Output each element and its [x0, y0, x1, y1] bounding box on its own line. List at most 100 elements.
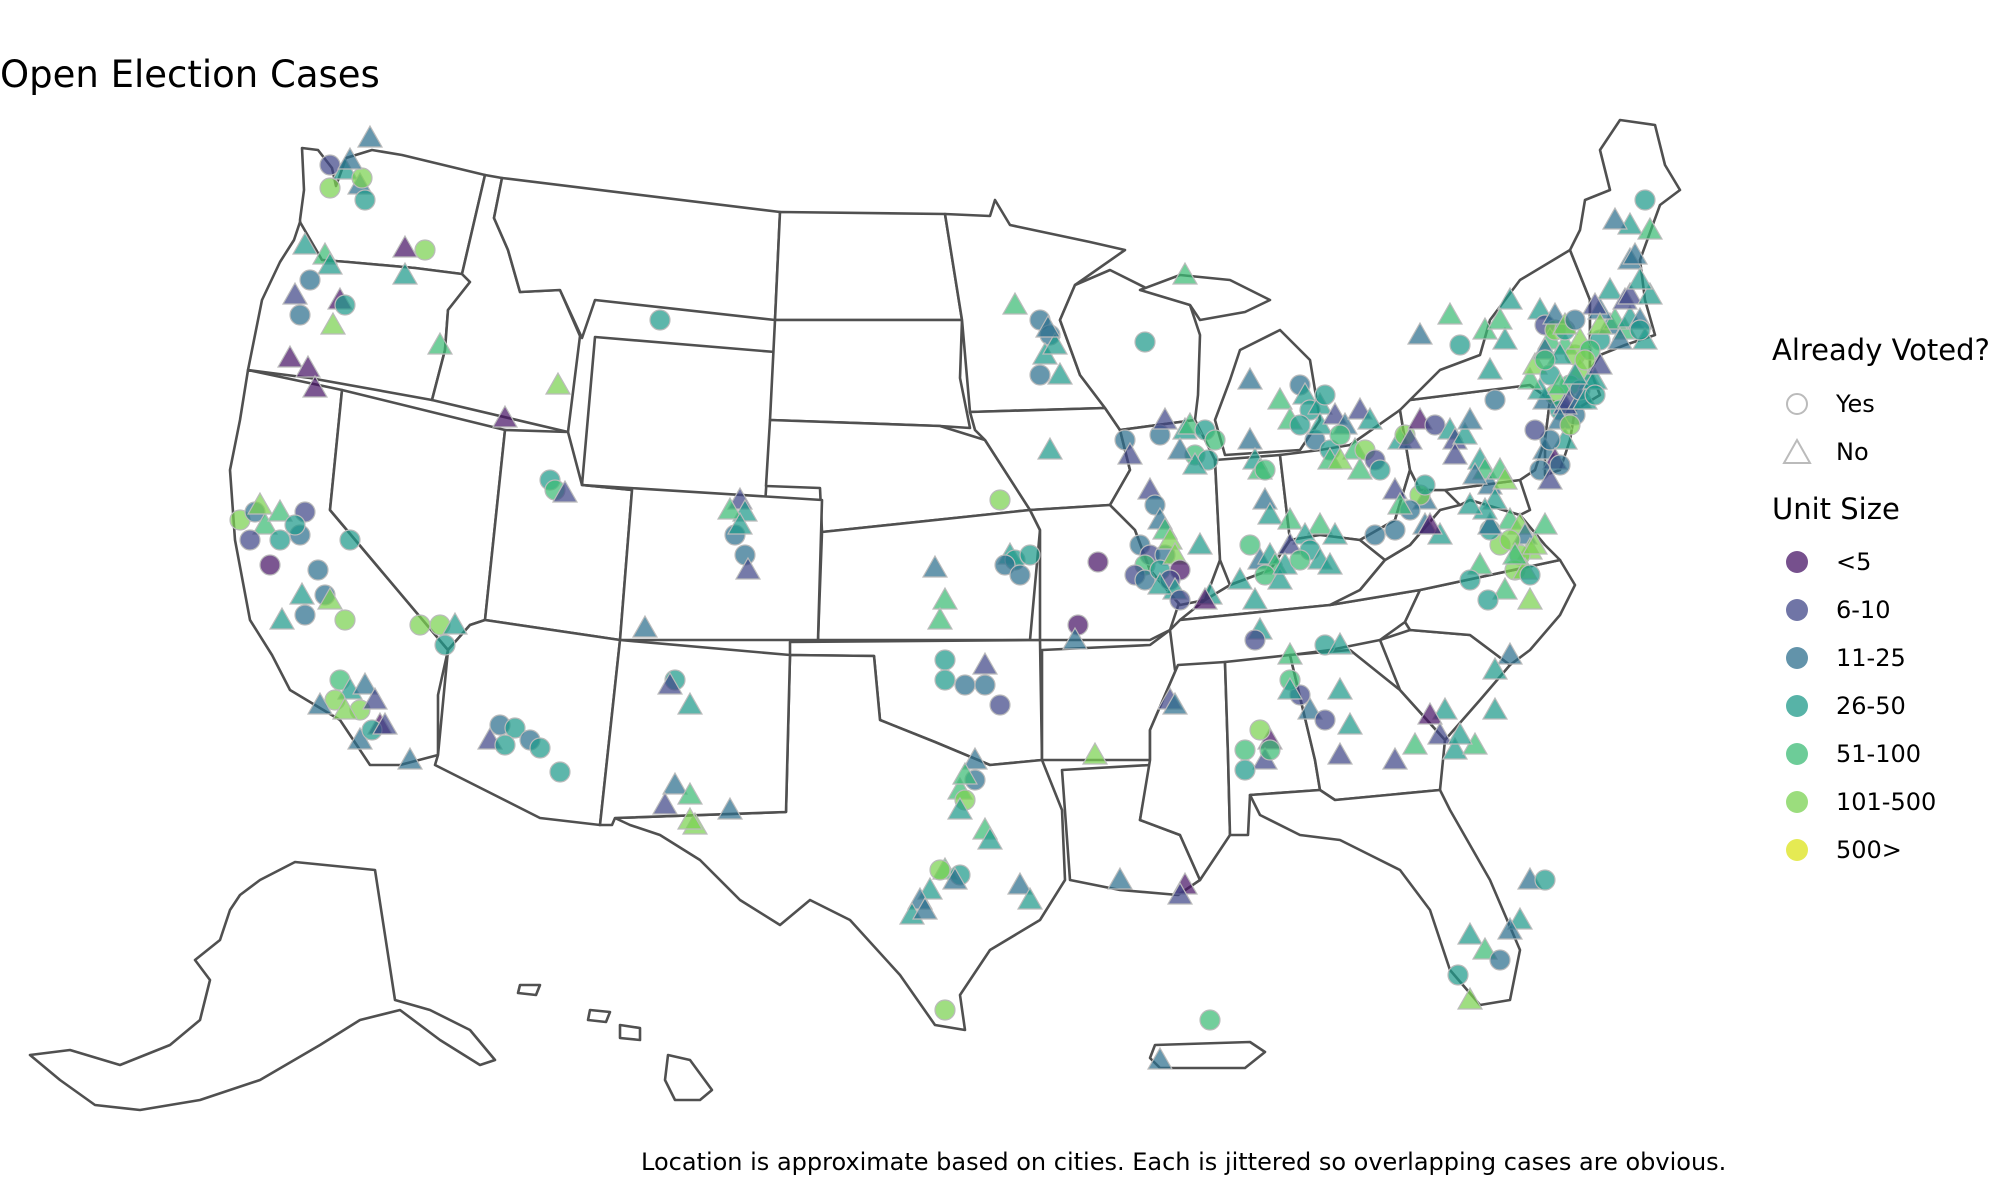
- case-marker-voted: [1314, 709, 1336, 731]
- case-marker-not-voted: [1531, 511, 1559, 535]
- case-marker-voted: [1067, 614, 1089, 636]
- legend-label: 6-10: [1836, 596, 1891, 624]
- case-marker-not-voted: [676, 806, 704, 830]
- case-marker-voted: [294, 604, 316, 626]
- legend-label: 11-25: [1836, 644, 1906, 672]
- case-marker-not-voted: [961, 746, 989, 770]
- case-marker-not-voted: [931, 586, 959, 610]
- case-marker-voted: [1459, 569, 1481, 591]
- case-marker-voted: [284, 514, 306, 536]
- case-marker-voted: [1384, 519, 1406, 541]
- case-marker-voted: [319, 177, 341, 199]
- circle-icon: [1786, 393, 1808, 415]
- case-marker-not-voted: [1016, 886, 1044, 910]
- case-marker-not-voted: [946, 796, 974, 820]
- case-marker-not-voted: [1456, 921, 1484, 945]
- case-marker-not-voted: [316, 251, 344, 275]
- case-marker-voted: [409, 614, 431, 636]
- case-marker-voted: [1314, 384, 1336, 406]
- case-marker-voted: [1019, 544, 1041, 566]
- case-marker-voted: [1534, 349, 1556, 371]
- case-marker-voted: [1369, 459, 1391, 481]
- case-marker-voted: [734, 544, 756, 566]
- case-marker-voted: [1029, 364, 1051, 386]
- case-marker-not-voted: [1441, 736, 1469, 760]
- case-marker-voted: [1477, 589, 1499, 611]
- case-marker-not-voted: [1536, 466, 1564, 490]
- case-marker-voted: [414, 239, 436, 261]
- case-marker-not-voted: [1276, 676, 1304, 700]
- case-marker-voted: [974, 674, 996, 696]
- case-markers: [229, 124, 1664, 1070]
- case-marker-voted: [334, 294, 356, 316]
- case-marker-voted: [1289, 414, 1311, 436]
- case-marker-not-voted: [676, 781, 704, 805]
- case-marker-voted: [307, 559, 329, 581]
- case-marker-not-voted: [1326, 446, 1354, 470]
- case-marker-not-voted: [1346, 396, 1374, 420]
- case-marker-not-voted: [246, 491, 274, 515]
- case-marker-not-voted: [1501, 541, 1529, 565]
- legend-label: 26-50: [1836, 692, 1906, 720]
- circle-icon: [1786, 839, 1808, 861]
- case-marker-not-voted: [1491, 466, 1519, 490]
- case-marker-voted: [649, 309, 671, 331]
- circle-icon: [1786, 599, 1808, 621]
- case-marker-not-voted: [1276, 531, 1304, 555]
- case-marker-not-voted: [1601, 206, 1629, 230]
- case-marker-not-voted: [316, 586, 344, 610]
- circle-icon: [1786, 791, 1808, 813]
- case-marker-not-voted: [1491, 326, 1519, 350]
- case-marker-not-voted: [1541, 301, 1569, 325]
- case-marker-not-voted: [1161, 691, 1189, 715]
- state-wisconsin: [1058, 268, 1202, 432]
- case-marker-voted: [494, 734, 516, 756]
- case-marker-voted: [989, 489, 1011, 511]
- case-marker-voted: [1134, 331, 1156, 353]
- case-marker-not-voted: [1406, 321, 1434, 345]
- case-marker-voted: [934, 999, 956, 1021]
- case-marker-not-voted: [1226, 566, 1254, 590]
- case-marker-not-voted: [1496, 916, 1524, 940]
- case-marker-not-voted: [1081, 741, 1109, 765]
- case-marker-not-voted: [1456, 406, 1484, 430]
- case-marker-not-voted: [651, 791, 679, 815]
- case-marker-not-voted: [1266, 386, 1294, 410]
- case-marker-not-voted: [426, 331, 454, 355]
- state-florida: [1248, 788, 1522, 1007]
- case-marker-not-voted: [1396, 426, 1424, 450]
- case-marker-voted: [1414, 474, 1436, 496]
- case-marker-not-voted: [1266, 566, 1294, 590]
- state-new-mexico: [598, 638, 792, 827]
- case-marker-not-voted: [926, 606, 954, 630]
- case-marker-voted: [334, 609, 356, 631]
- case-marker-not-voted: [336, 146, 364, 170]
- case-marker-not-voted: [1146, 1046, 1174, 1070]
- case-marker-not-voted: [631, 614, 659, 638]
- case-marker-voted: [1234, 759, 1256, 781]
- state-south-dakota: [768, 318, 972, 430]
- case-marker-voted: [1259, 739, 1281, 761]
- case-marker-not-voted: [351, 671, 379, 695]
- case-marker-not-voted: [1146, 571, 1174, 595]
- chart-title: Open Election Cases: [0, 52, 380, 96]
- case-marker-not-voted: [716, 796, 744, 820]
- case-marker-voted: [1634, 189, 1656, 211]
- case-marker-not-voted: [916, 876, 944, 900]
- legend-size-title: Unit Size: [1772, 492, 1900, 526]
- case-marker-not-voted: [1481, 656, 1509, 680]
- case-marker-not-voted: [391, 234, 419, 258]
- case-marker-not-voted: [1481, 486, 1509, 510]
- case-marker-not-voted: [1441, 441, 1469, 465]
- triangle-icon: [1782, 437, 1812, 464]
- case-marker-not-voted: [441, 611, 469, 635]
- case-marker-not-voted: [371, 711, 399, 735]
- case-marker-not-voted: [1476, 356, 1504, 380]
- state-puerto-rico: [1148, 1040, 1267, 1070]
- case-marker-not-voted: [301, 374, 329, 398]
- case-marker-voted: [929, 859, 951, 881]
- case-marker-voted: [1204, 429, 1226, 451]
- case-marker-not-voted: [1326, 631, 1354, 655]
- legend-item-unit-size: 6-10: [1780, 588, 1890, 632]
